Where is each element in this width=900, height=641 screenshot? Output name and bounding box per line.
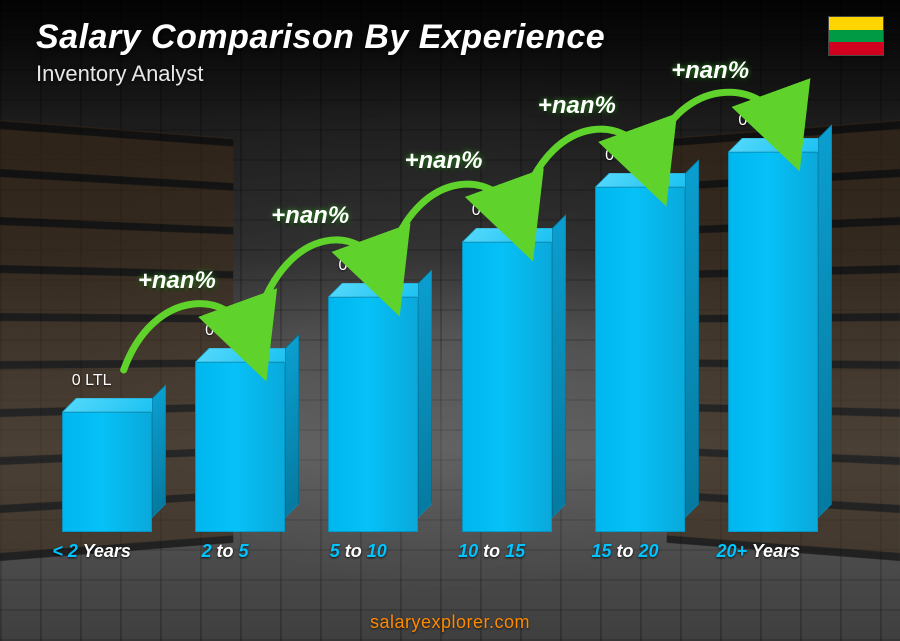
change-arrow xyxy=(390,184,518,255)
flag-stripe-3 xyxy=(829,42,883,55)
change-arrow xyxy=(524,129,652,200)
pct-change-label: +nan% xyxy=(271,202,349,230)
change-arrow xyxy=(124,304,252,370)
title-block: Salary Comparison By Experience Inventor… xyxy=(36,18,605,87)
footer-credit: salaryexplorer.com xyxy=(0,612,900,633)
pct-change-label: +nan% xyxy=(404,147,482,175)
pct-change-label: +nan% xyxy=(538,92,616,120)
page-subtitle: Inventory Analyst xyxy=(36,61,605,87)
flag-stripe-2 xyxy=(829,30,883,43)
flag-stripe-1 xyxy=(829,17,883,30)
page-title: Salary Comparison By Experience xyxy=(36,18,605,57)
pct-change-label: +nan% xyxy=(138,267,216,295)
bar-chart: 0 LTL< 2 Years0 LTL2 to 50 LTL5 to 100 L… xyxy=(40,120,840,566)
country-flag xyxy=(828,16,884,56)
pct-change-label: +nan% xyxy=(671,57,749,85)
infographic-stage: Salary Comparison By Experience Inventor… xyxy=(0,0,900,641)
change-arrows xyxy=(40,120,840,566)
change-arrow xyxy=(257,240,385,320)
